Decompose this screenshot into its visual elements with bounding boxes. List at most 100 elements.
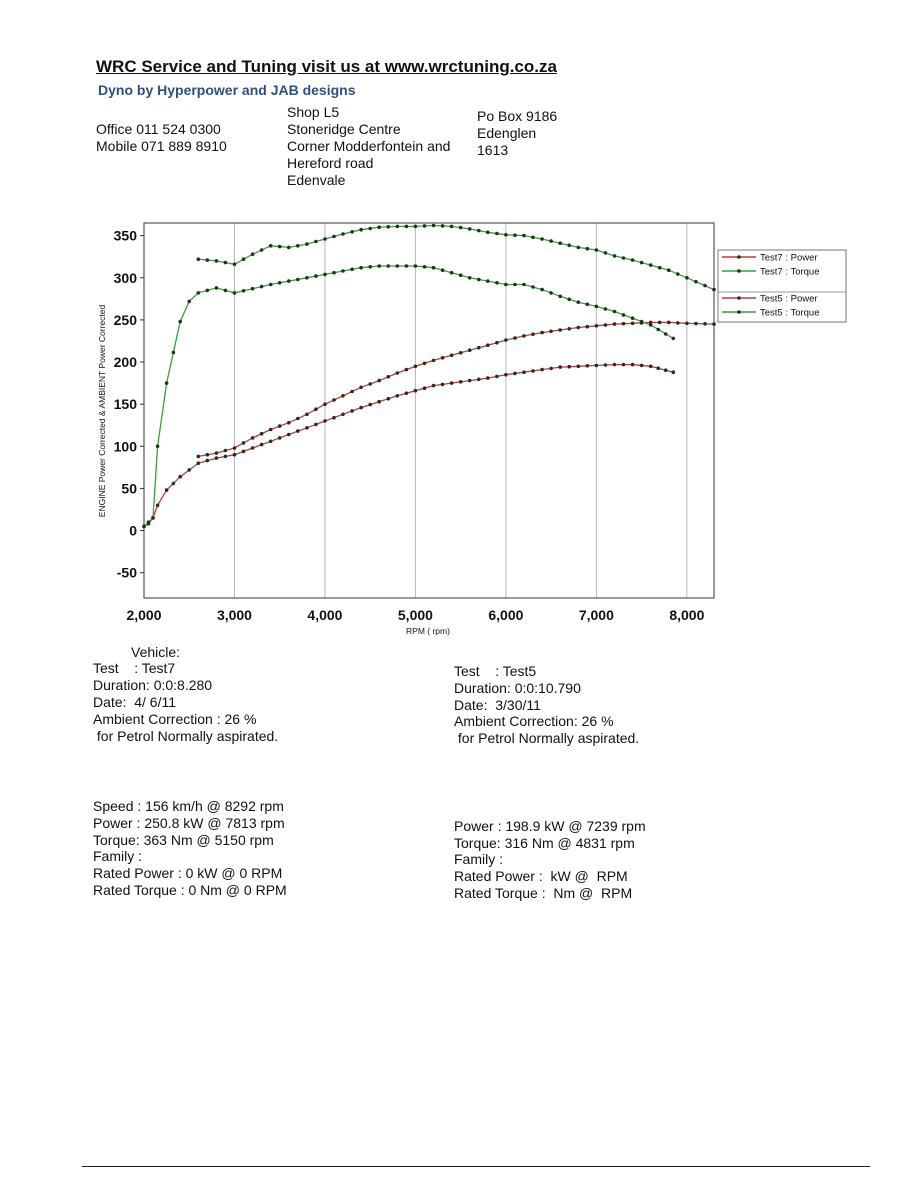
data-point xyxy=(549,366,553,371)
data-point xyxy=(676,272,680,276)
data-point xyxy=(558,365,562,369)
data-point xyxy=(323,237,327,241)
address-line: Hereford road xyxy=(287,155,374,171)
data-point xyxy=(648,320,653,325)
data-point xyxy=(413,224,418,229)
data-point xyxy=(621,362,626,367)
y-tick-label: -50 xyxy=(117,565,137,581)
data-point xyxy=(205,258,210,262)
data-point xyxy=(667,268,671,272)
data-point xyxy=(241,441,246,445)
data-point xyxy=(268,282,273,287)
data-point xyxy=(287,432,291,437)
data-point xyxy=(214,259,219,263)
test7-power: Power : 250.8 kW @ 7813 rpm xyxy=(93,815,285,831)
data-point xyxy=(341,232,345,236)
data-point xyxy=(395,224,400,229)
data-point xyxy=(458,225,463,230)
data-point xyxy=(667,320,671,325)
test5-family: Family : xyxy=(454,851,503,867)
data-point xyxy=(585,246,590,251)
test7-rated-power: Rated Power : 0 kW @ 0 RPM xyxy=(93,865,283,881)
data-point xyxy=(467,348,472,352)
y-tick-label: 150 xyxy=(114,396,138,412)
data-point xyxy=(585,302,590,307)
legend-label: Test5 : Torque xyxy=(760,308,820,319)
data-point xyxy=(549,239,553,243)
data-point xyxy=(495,281,499,285)
data-point xyxy=(368,226,373,231)
data-point xyxy=(341,394,345,398)
data-point xyxy=(250,252,255,256)
data-point xyxy=(223,454,228,459)
data-point xyxy=(495,374,499,379)
data-point xyxy=(368,402,373,407)
data-point xyxy=(341,412,345,417)
data-point xyxy=(630,321,635,326)
data-point xyxy=(250,446,255,450)
address-line: Corner Modderfontein and xyxy=(287,138,451,154)
data-point xyxy=(164,488,169,492)
data-point xyxy=(504,282,508,287)
data-point xyxy=(630,362,635,367)
data-point xyxy=(223,260,228,265)
test5-date: Date: 3/30/11 xyxy=(454,697,541,713)
data-point xyxy=(685,276,689,280)
series-0 xyxy=(196,320,716,459)
data-point xyxy=(522,282,526,287)
legend-label: Test5 : Power xyxy=(760,294,818,305)
mobile-phone: Mobile 071 889 8910 xyxy=(96,138,227,154)
footer-rule xyxy=(82,1166,870,1167)
data-point xyxy=(440,268,445,272)
data-point xyxy=(467,227,472,231)
data-point xyxy=(404,367,409,372)
data-point xyxy=(142,524,146,529)
data-point xyxy=(305,242,309,246)
data-point xyxy=(422,224,427,228)
data-point xyxy=(639,319,644,324)
data-point xyxy=(540,330,544,335)
data-point xyxy=(205,288,210,293)
postal-address: Po Box 9186 Edenglen 1613 xyxy=(477,108,557,159)
data-point xyxy=(656,327,660,332)
data-point xyxy=(259,248,264,252)
data-point xyxy=(268,244,273,248)
data-point xyxy=(171,481,176,486)
data-point xyxy=(259,442,264,447)
data-point xyxy=(287,420,291,425)
data-point xyxy=(377,264,382,268)
data-point xyxy=(232,446,237,450)
y-tick-label: 200 xyxy=(114,354,138,370)
data-point xyxy=(395,264,400,268)
data-point xyxy=(495,340,499,345)
y-axis-label: ENGINE Power Corrected & AMBIENT Power C… xyxy=(97,305,107,518)
address-line: Stoneridge Centre xyxy=(287,121,401,137)
data-point xyxy=(594,304,599,309)
data-point xyxy=(522,233,526,238)
data-point xyxy=(712,287,716,292)
data-point xyxy=(549,329,553,334)
postal-line: Po Box 9186 xyxy=(477,108,558,124)
data-point xyxy=(422,265,427,269)
data-point xyxy=(250,286,255,291)
data-point xyxy=(232,452,237,457)
data-point xyxy=(513,371,517,376)
data-point xyxy=(648,263,653,267)
data-point xyxy=(395,371,400,375)
postal-line: 1613 xyxy=(477,142,509,158)
test7-date: Date: 4/ 6/11 xyxy=(93,694,177,710)
data-point xyxy=(522,370,526,374)
data-point xyxy=(314,407,318,411)
data-point xyxy=(685,321,689,326)
data-point xyxy=(296,416,300,421)
x-tick-label: 5,000 xyxy=(398,607,433,623)
data-point xyxy=(540,237,544,241)
data-point xyxy=(155,444,160,449)
data-point xyxy=(549,291,553,295)
data-point xyxy=(513,233,517,237)
data-point xyxy=(359,385,363,390)
x-tick-label: 4,000 xyxy=(307,607,342,623)
page-subtitle: Dyno by Hyperpower and JAB designs xyxy=(98,82,356,98)
legend-marker xyxy=(737,269,741,273)
data-point xyxy=(531,235,535,240)
